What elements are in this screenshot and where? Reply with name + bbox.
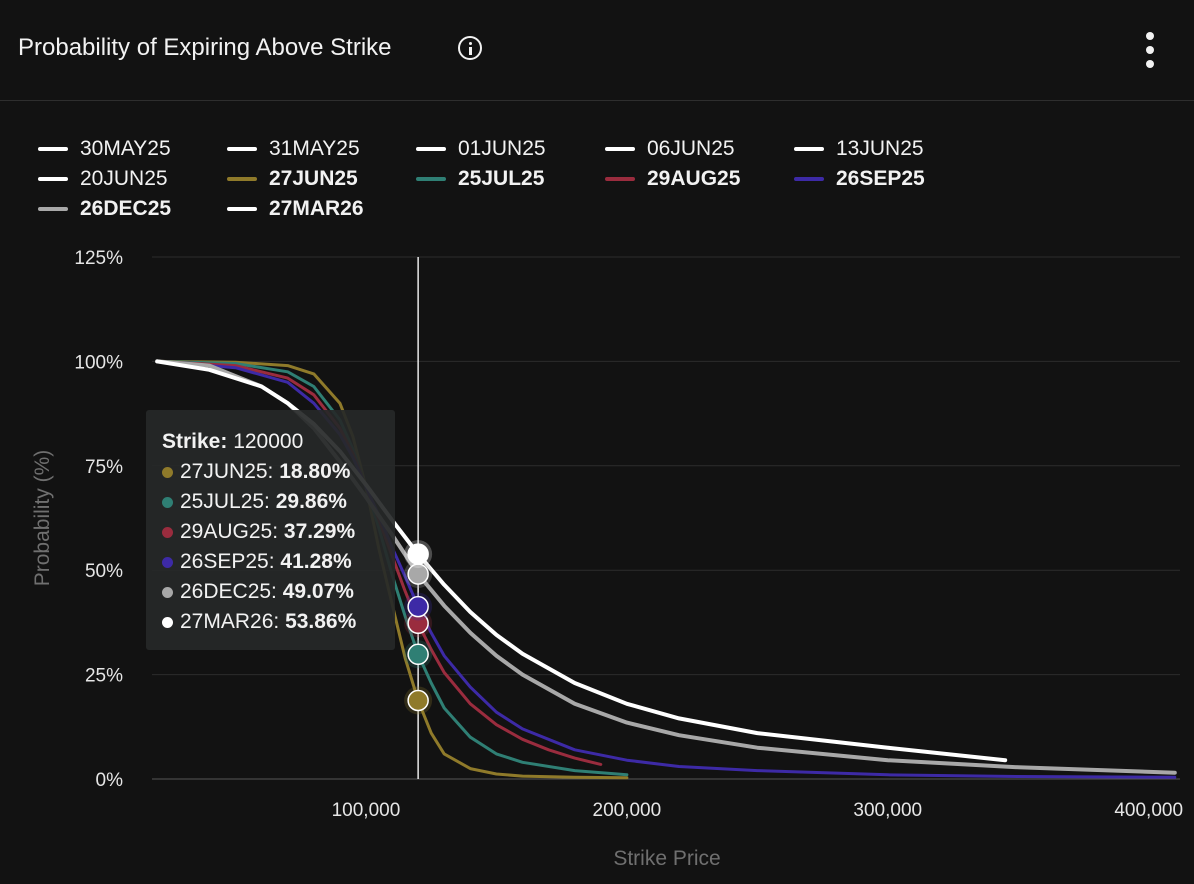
tooltip-row-label: 26SEP25: — [180, 550, 281, 573]
page-title: Probability of Expiring Above Strike — [18, 34, 392, 61]
legend-swatch — [416, 177, 446, 181]
y-tick-label: 75% — [85, 457, 123, 478]
legend-item-20jun25[interactable]: 20JUN25 — [38, 166, 168, 192]
legend-swatch — [416, 147, 446, 151]
legend-item-26dec25[interactable]: 26DEC25 — [38, 196, 171, 222]
tooltip-row-26dec25: 26DEC25: 49.07% — [162, 580, 354, 604]
x-tick-label: 400,000 — [1114, 800, 1183, 821]
legend-label: 25JUL25 — [458, 167, 545, 190]
legend-swatch — [227, 147, 257, 151]
hover-marker-27mar26 — [407, 543, 429, 565]
info-icon[interactable] — [458, 36, 482, 60]
y-tick-label: 50% — [85, 561, 123, 582]
legend-label: 31MAY25 — [269, 137, 360, 160]
tooltip-row-value: 29.86% — [275, 490, 347, 513]
legend-item-27jun25[interactable]: 27JUN25 — [227, 166, 358, 192]
legend-item-13jun25[interactable]: 13JUN25 — [794, 136, 924, 162]
hover-marker-27jun25 — [407, 689, 429, 712]
tooltip-row-value: 53.86% — [285, 610, 357, 633]
legend-label: 26SEP25 — [836, 167, 925, 190]
legend-item-29aug25[interactable]: 29AUG25 — [605, 166, 740, 192]
y-axis-label: Probability (%) — [31, 450, 54, 587]
tooltip-row-label: 27MAR26: — [180, 610, 286, 633]
legend-swatch — [605, 177, 635, 181]
tooltip-row-label: 27JUN25: — [180, 460, 280, 483]
tooltip-dot — [162, 556, 173, 568]
x-axis-label: Strike Price — [613, 847, 720, 870]
series-line-29aug25 — [155, 359, 603, 766]
y-tick-label: 0% — [96, 770, 124, 791]
legend-label: 30MAY25 — [80, 137, 171, 160]
legend-swatch — [38, 147, 68, 151]
tooltip-strike-value: 120000 — [233, 430, 304, 453]
tooltip-row-value: 41.28% — [280, 550, 352, 573]
y-tick-label: 125% — [74, 248, 123, 269]
tooltip-row-26sep25: 26SEP25: 41.28% — [162, 550, 352, 574]
tooltip-dot — [162, 526, 173, 538]
x-tick-label: 200,000 — [593, 800, 662, 821]
panel-header: Probability of Expiring Above Strike — [0, 0, 1194, 101]
tooltip-row-value: 18.80% — [279, 460, 351, 483]
legend-label: 13JUN25 — [836, 137, 924, 160]
legend-swatch — [227, 177, 257, 181]
legend-label: 29AUG25 — [647, 167, 741, 190]
tooltip-dot — [162, 496, 173, 508]
legend-label: 26DEC25 — [80, 197, 172, 220]
legend-label: 27JUN25 — [269, 167, 358, 190]
tooltip-row-value: 37.29% — [283, 520, 356, 543]
tooltip-row-value: 49.07% — [282, 580, 354, 603]
series-line-27jun25 — [155, 359, 629, 780]
legend-swatch — [794, 177, 824, 181]
legend-item-25jul25[interactable]: 25JUL25 — [416, 166, 544, 192]
legend-item-31may25[interactable]: 31MAY25 — [227, 136, 360, 162]
series-line-27mar26 — [155, 359, 1008, 763]
tooltip-row-label: 25JUL25: — [180, 490, 276, 513]
tooltip-dot — [162, 466, 173, 478]
legend-swatch — [38, 207, 68, 211]
legend-item-27mar26[interactable]: 27MAR26 — [227, 196, 364, 222]
hover-marker-25jul25 — [407, 643, 429, 666]
legend-item-30may25[interactable]: 30MAY25 — [38, 136, 171, 162]
tooltip-row-29aug25: 29AUG25: 37.29% — [162, 520, 355, 544]
x-tick-label: 100,000 — [332, 800, 401, 821]
tooltip-strike-label: Strike: — [162, 430, 228, 453]
legend-label: 27MAR26 — [269, 197, 364, 220]
legend-swatch — [794, 147, 824, 151]
legend-label: 06JUN25 — [647, 137, 735, 160]
y-tick-label: 25% — [85, 666, 123, 687]
legend-swatch — [227, 207, 257, 211]
legend-item-06jun25[interactable]: 06JUN25 — [605, 136, 735, 162]
legend-item-26sep25[interactable]: 26SEP25 — [794, 166, 925, 192]
legend-item-01jun25[interactable]: 01JUN25 — [416, 136, 546, 162]
legend-label: 01JUN25 — [458, 137, 546, 160]
y-tick-label: 100% — [74, 352, 123, 373]
legend-swatch — [38, 177, 68, 181]
legend-label: 20JUN25 — [80, 167, 168, 190]
more-options-icon[interactable] — [1140, 32, 1160, 68]
tooltip-dot — [162, 616, 173, 628]
x-tick-label: 300,000 — [853, 800, 922, 821]
tooltip-title: Strike: 120000 — [162, 430, 303, 454]
tooltip-row-27mar26: 27MAR26: 53.86% — [162, 610, 356, 634]
tooltip-dot — [162, 586, 173, 598]
tooltip-row-label: 26DEC25: — [180, 580, 283, 603]
tooltip-row-label: 29AUG25: — [180, 520, 284, 543]
legend-swatch — [605, 147, 635, 151]
tooltip-row-27jun25: 27JUN25: 18.80% — [162, 460, 350, 484]
hover-marker-26sep25 — [407, 595, 429, 618]
chart-tooltip: Strike: 120000 27JUN25: 18.80% 25JUL25: 2… — [146, 410, 395, 650]
tooltip-row-25jul25: 25JUL25: 29.86% — [162, 490, 347, 514]
series-line-25jul25 — [155, 359, 629, 777]
